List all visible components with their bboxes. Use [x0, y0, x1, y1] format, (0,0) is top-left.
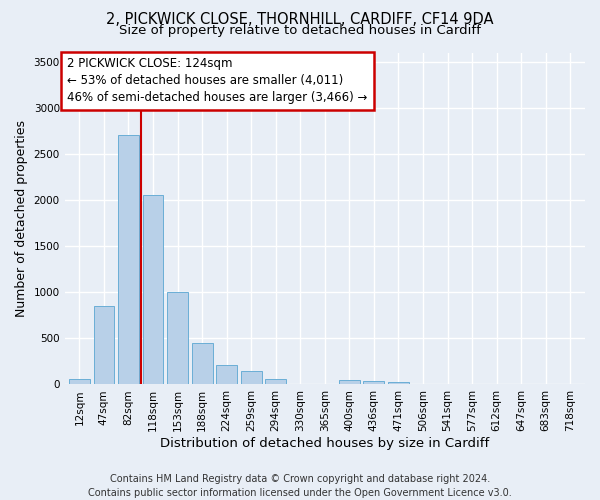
Bar: [191, 343, 212, 384]
Text: Contains HM Land Registry data © Crown copyright and database right 2024.
Contai: Contains HM Land Registry data © Crown c…: [88, 474, 512, 498]
Text: 2, PICKWICK CLOSE, THORNHILL, CARDIFF, CF14 9DA: 2, PICKWICK CLOSE, THORNHILL, CARDIFF, C…: [106, 12, 494, 28]
Bar: [265, 379, 286, 384]
Bar: [216, 365, 237, 384]
Y-axis label: Number of detached properties: Number of detached properties: [15, 120, 28, 317]
Bar: [143, 196, 163, 384]
Bar: [241, 371, 262, 384]
Bar: [167, 292, 188, 384]
Bar: [94, 306, 115, 384]
Text: Size of property relative to detached houses in Cardiff: Size of property relative to detached ho…: [119, 24, 481, 37]
Bar: [364, 381, 385, 384]
Bar: [388, 382, 409, 384]
Bar: [69, 379, 90, 384]
X-axis label: Distribution of detached houses by size in Cardiff: Distribution of detached houses by size …: [160, 437, 490, 450]
Bar: [339, 380, 360, 384]
Bar: [118, 136, 139, 384]
Text: 2 PICKWICK CLOSE: 124sqm
← 53% of detached houses are smaller (4,011)
46% of sem: 2 PICKWICK CLOSE: 124sqm ← 53% of detach…: [67, 58, 368, 104]
